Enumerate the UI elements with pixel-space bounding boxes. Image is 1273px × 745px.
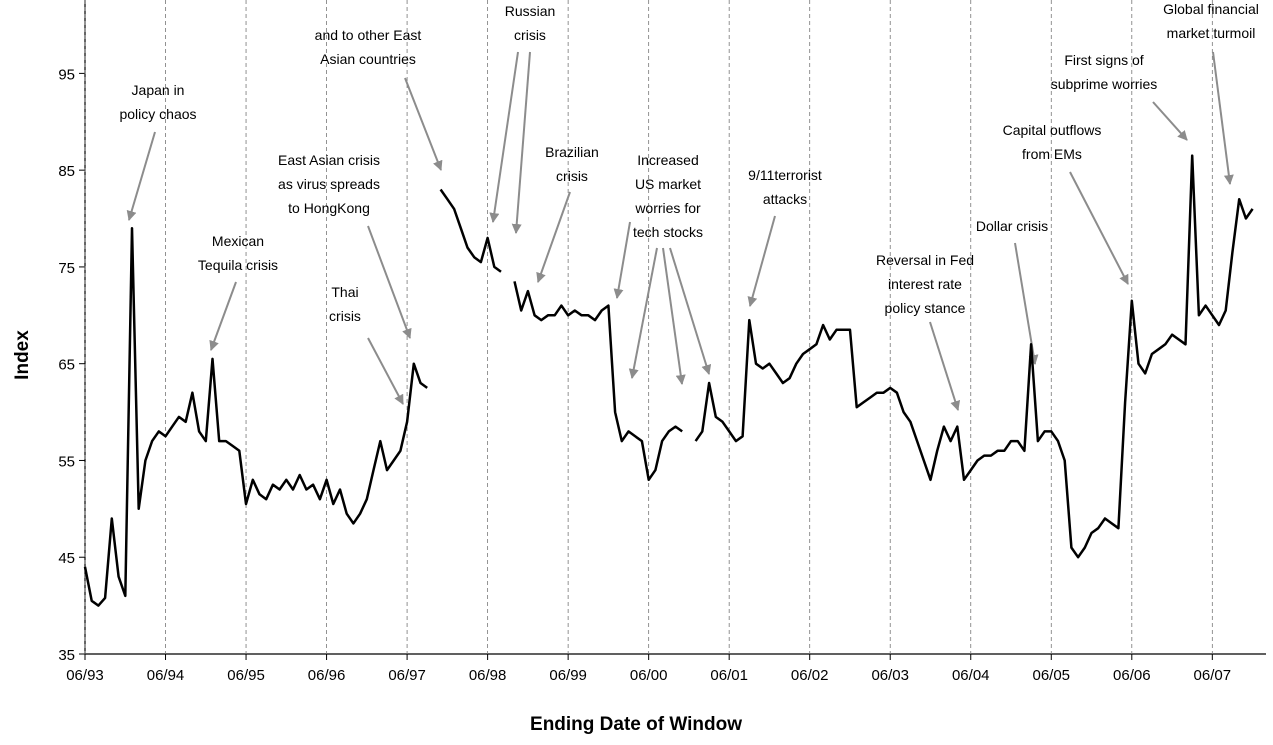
x-tick-label: 06/04 <box>952 667 990 684</box>
annotation-arrows <box>126 51 1234 411</box>
x-tick-label: 06/05 <box>1032 667 1070 684</box>
x-tick-label: 06/97 <box>388 667 426 684</box>
annotation: from EMs <box>1022 146 1082 162</box>
y-tick-label: 65 <box>58 357 75 374</box>
annotation: Brazilian <box>545 144 599 160</box>
annotation: US market <box>635 176 701 192</box>
annotation: Increased <box>637 152 698 168</box>
annotation: attacks <box>763 191 807 207</box>
x-tick-label: 06/01 <box>710 667 748 684</box>
annotation: tech stocks <box>633 224 703 240</box>
annotation: Mexican <box>212 233 264 249</box>
annotation: policy stance <box>885 300 966 316</box>
x-tick-label: 06/93 <box>66 667 104 684</box>
annotation: crisis <box>556 168 588 184</box>
annotation: Russian <box>505 3 556 19</box>
annotation: Capital outflows <box>1003 122 1102 138</box>
annotation: market turmoil <box>1167 25 1256 41</box>
x-tick-label: 06/99 <box>549 667 587 684</box>
x-tick-label: 06/02 <box>791 667 829 684</box>
annotation: Japan in <box>132 82 185 98</box>
annotations: Japan in policy chaos Mexican Tequila crisi… <box>119 1 1258 324</box>
annotation: worries for <box>634 200 701 216</box>
annotation: as virus spreads <box>278 176 380 192</box>
annotation: Dollar crisis <box>976 218 1048 234</box>
x-tick-label: 06/98 <box>469 667 507 684</box>
data-line <box>83 154 1254 607</box>
annotation: Reversal in Fed <box>876 252 974 268</box>
y-tick-label: 85 <box>58 163 75 180</box>
annotation: Global financial <box>1163 1 1259 17</box>
y-tick-label: 95 <box>58 66 75 83</box>
x-tick-label: 06/95 <box>227 667 265 684</box>
x-tick-label: 06/00 <box>630 667 668 684</box>
y-tick-label: 35 <box>58 647 75 664</box>
annotation: interest rate <box>888 276 962 292</box>
annotation: to HongKong <box>288 200 370 216</box>
annotation: Thai <box>331 284 358 300</box>
annotation: Tequila crisis <box>198 257 278 273</box>
x-tick-label: 06/06 <box>1113 667 1151 684</box>
x-tick-label: 06/94 <box>147 667 185 684</box>
annotation: East Asian crisis <box>278 152 380 168</box>
y-tick-label: 75 <box>58 260 75 277</box>
annotation: First signs of <box>1064 52 1143 68</box>
annotation: and to other East <box>315 27 422 43</box>
x-tick-label: 06/96 <box>308 667 346 684</box>
annotation: policy chaos <box>119 106 196 122</box>
annotation: subprime worries <box>1051 76 1158 92</box>
annotation: Asian countries <box>320 51 416 67</box>
x-axis-label: Ending Date of Window <box>530 714 742 735</box>
x-tick-label: 06/07 <box>1194 667 1232 684</box>
annotation: crisis <box>514 27 546 43</box>
y-axis-label: Index <box>12 330 33 380</box>
annotation: 9/11terrorist <box>748 167 822 183</box>
y-tick-label: 45 <box>58 550 75 567</box>
grid <box>79 0 1266 660</box>
x-tick-label: 06/03 <box>871 667 909 684</box>
y-tick-label: 55 <box>58 453 75 470</box>
annotation: crisis <box>329 308 361 324</box>
